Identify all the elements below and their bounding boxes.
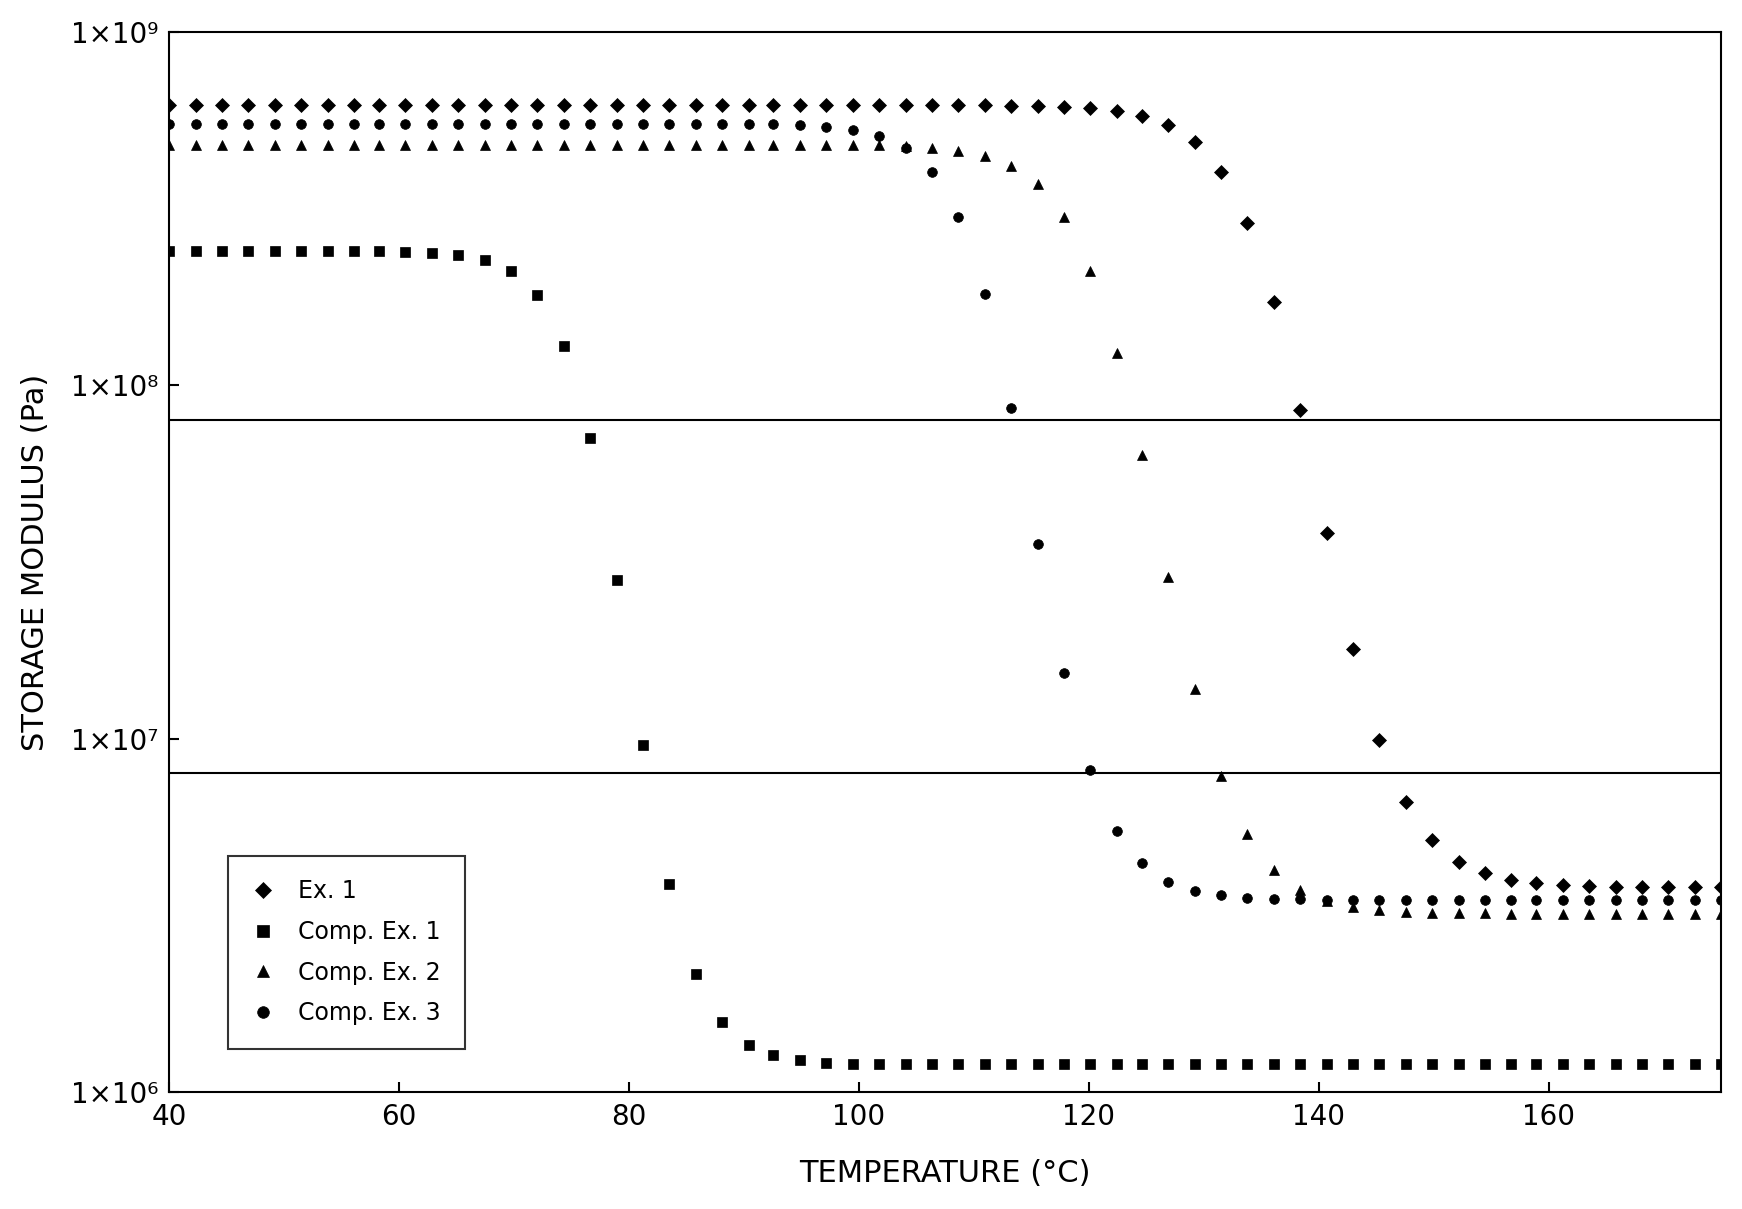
Ex. 1 xyxy=(554,98,575,112)
Ex. 1 xyxy=(658,98,679,112)
Ex. 1 xyxy=(606,98,627,112)
Ex. 1 xyxy=(159,98,179,112)
Comp. Ex. 3 xyxy=(159,116,179,131)
Ex. 1 xyxy=(685,98,706,112)
Comp. Ex. 1 xyxy=(606,573,627,588)
Comp. Ex. 3 xyxy=(422,116,442,131)
Comp. Ex. 1 xyxy=(159,244,179,259)
Line: Comp. Ex. 3: Comp. Ex. 3 xyxy=(164,118,1726,904)
Comp. Ex. 3 xyxy=(658,116,679,131)
Comp. Ex. 3 xyxy=(685,116,706,131)
X-axis label: TEMPERATURE (°C): TEMPERATURE (°C) xyxy=(800,1159,1090,1188)
Comp. Ex. 2 xyxy=(159,138,179,152)
Y-axis label: STORAGE MODULUS (Pa): STORAGE MODULUS (Pa) xyxy=(21,374,51,751)
Comp. Ex. 2 xyxy=(658,138,679,152)
Comp. Ex. 2 xyxy=(422,138,442,152)
Comp. Ex. 1 xyxy=(1131,1057,1151,1071)
Comp. Ex. 2 xyxy=(554,138,575,152)
Comp. Ex. 3 xyxy=(1131,856,1151,870)
Line: Comp. Ex. 2: Comp. Ex. 2 xyxy=(164,140,1726,919)
Comp. Ex. 1 xyxy=(554,339,575,353)
Comp. Ex. 2 xyxy=(685,138,706,152)
Comp. Ex. 1 xyxy=(658,877,679,891)
Comp. Ex. 3 xyxy=(606,116,627,131)
Comp. Ex. 2 xyxy=(606,138,627,152)
Line: Comp. Ex. 1: Comp. Ex. 1 xyxy=(164,247,1726,1069)
Comp. Ex. 1 xyxy=(422,245,442,260)
Comp. Ex. 3 xyxy=(554,116,575,131)
Ex. 1 xyxy=(422,98,442,112)
Comp. Ex. 1 xyxy=(685,966,706,980)
Comp. Ex. 3 xyxy=(1711,892,1732,907)
Line: Ex. 1: Ex. 1 xyxy=(164,100,1726,892)
Comp. Ex. 2 xyxy=(1711,907,1732,921)
Ex. 1 xyxy=(1131,109,1151,123)
Comp. Ex. 2 xyxy=(1131,447,1151,462)
Legend: Ex. 1, Comp. Ex. 1, Comp. Ex. 2, Comp. Ex. 3: Ex. 1, Comp. Ex. 1, Comp. Ex. 2, Comp. E… xyxy=(228,856,465,1048)
Ex. 1 xyxy=(1711,880,1732,895)
Comp. Ex. 1 xyxy=(1711,1057,1732,1071)
